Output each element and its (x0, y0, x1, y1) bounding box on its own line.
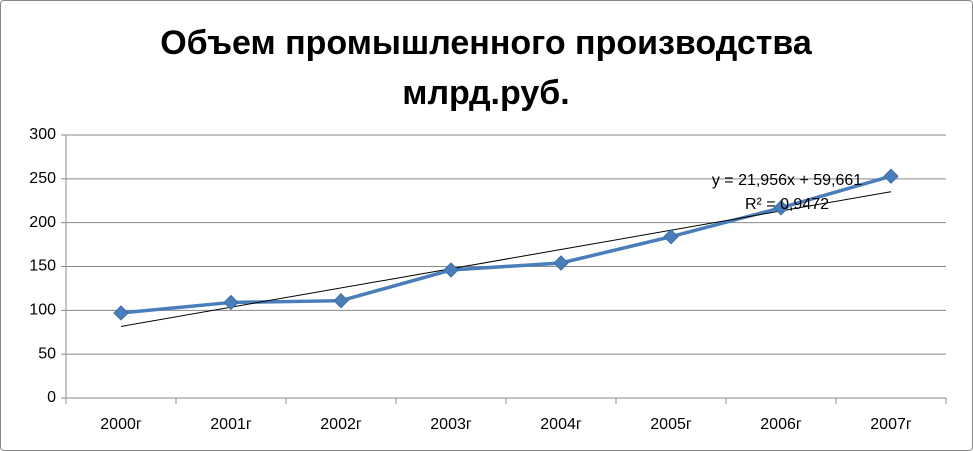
trendline-r2: R² = 0,9472 (745, 196, 829, 213)
marker (773, 200, 789, 216)
x-tick-label: 2007г (870, 416, 912, 433)
y-tick-label: 150 (29, 258, 56, 275)
marker (113, 305, 129, 321)
marker (663, 228, 679, 245)
marker (443, 262, 459, 278)
x-tick-label: 2006г (760, 416, 802, 433)
y-tick-label: 100 (29, 302, 56, 319)
y-tick-label: 50 (38, 345, 56, 362)
y-tick-label: 250 (29, 170, 56, 187)
x-tick-label: 2001г (210, 416, 252, 433)
x-tick-label: 2004г (540, 416, 582, 433)
x-tick-label: 2000г (100, 416, 142, 433)
x-tick-label: 2003г (430, 416, 472, 433)
trendline-equation: y = 21,956x + 59,661 (712, 172, 862, 189)
y-tick-label: 300 (29, 126, 56, 143)
marker (883, 168, 899, 184)
marker (333, 292, 349, 309)
trendline (120, 191, 892, 327)
data-line (120, 174, 892, 315)
y-tick-label: 200 (29, 214, 56, 231)
y-tick-label: 0 (47, 389, 56, 406)
chart-title: Объем промышленного производства млрд.ру… (160, 24, 812, 112)
marker (553, 255, 569, 271)
marker (223, 294, 239, 311)
x-tick-label: 2002г (320, 416, 362, 433)
x-tick-label: 2005г (650, 416, 692, 433)
